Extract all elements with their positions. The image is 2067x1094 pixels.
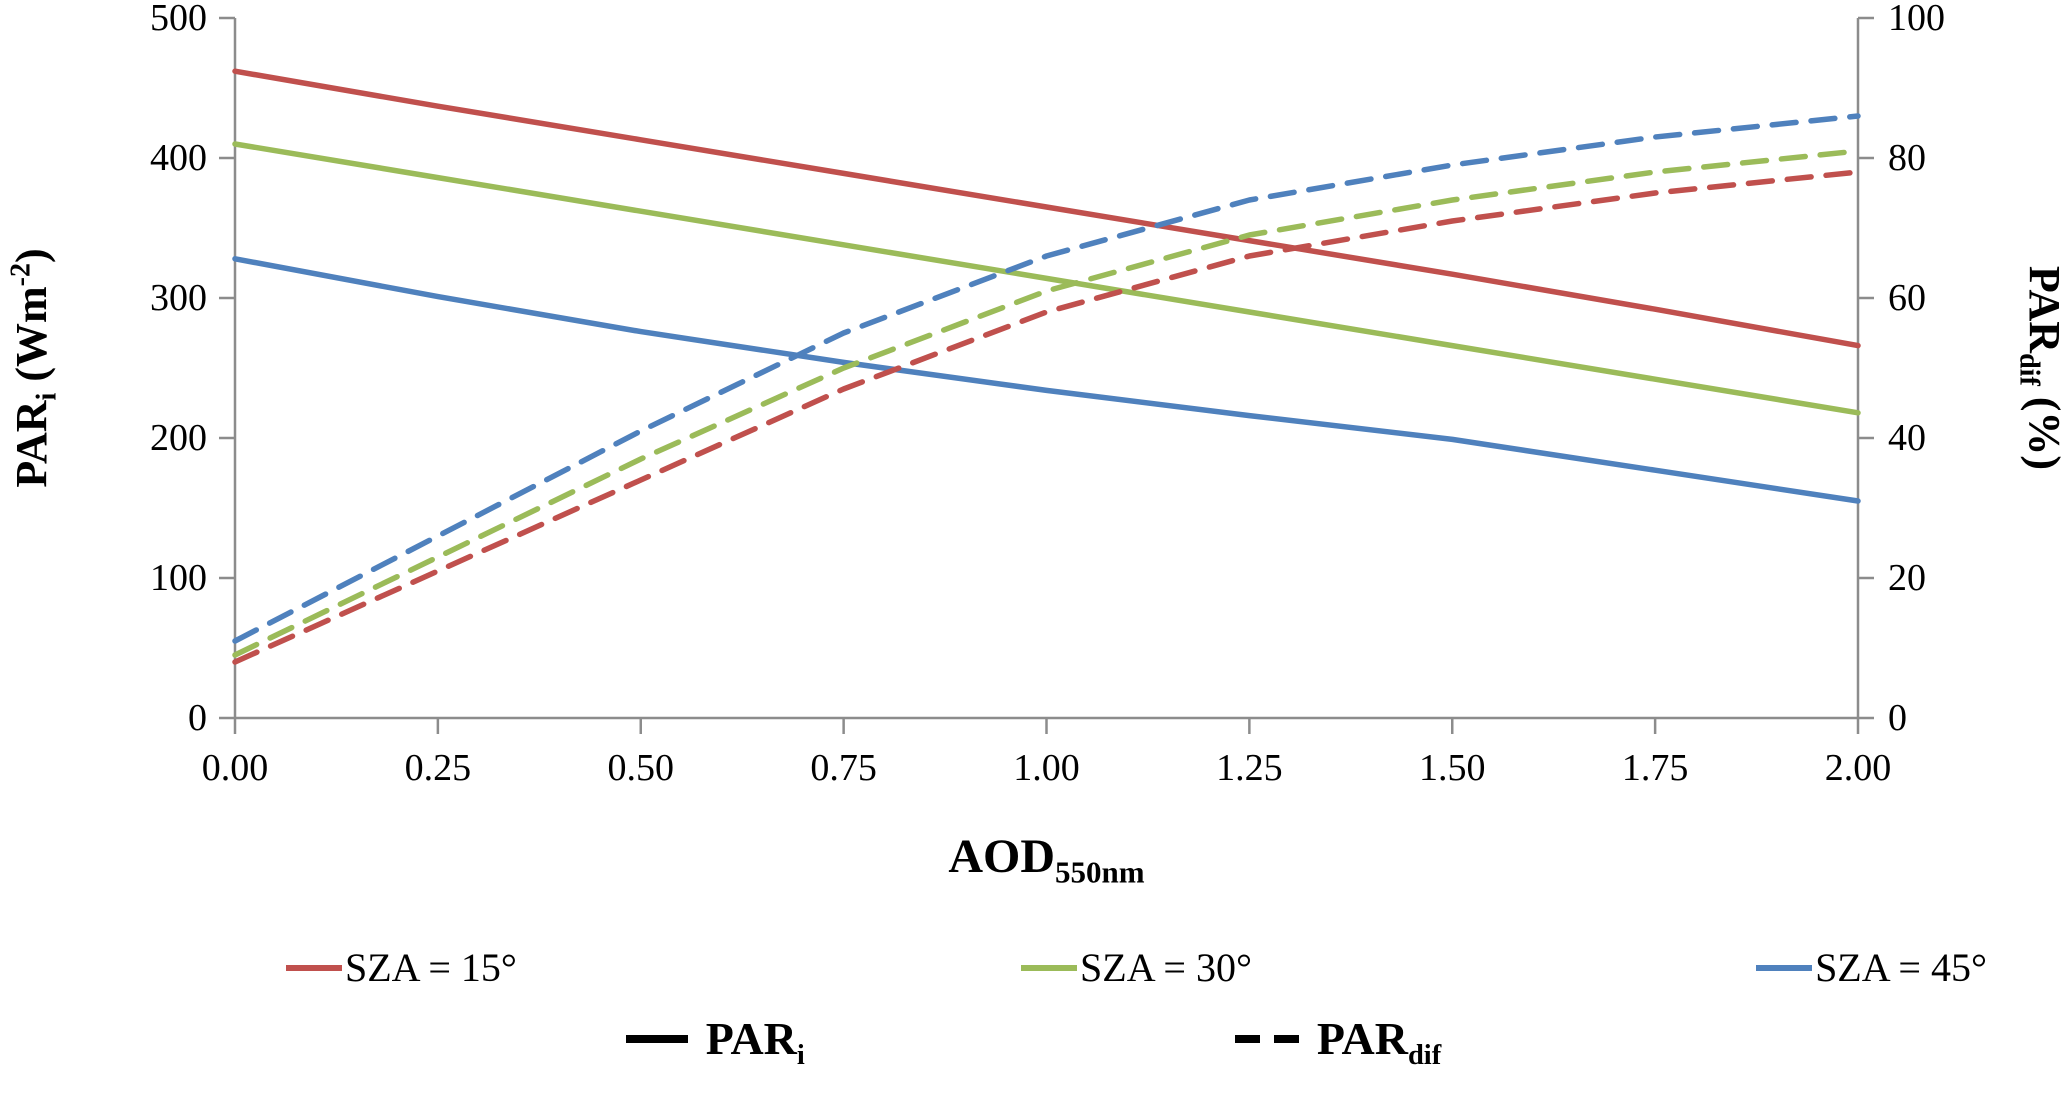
series-line-pardif-sza-15 bbox=[232, 169, 1861, 665]
series-line-pari-sza-15 bbox=[232, 68, 1861, 349]
legend-label: SZA = 30° bbox=[1080, 945, 1252, 990]
x-axis-tick-label: 1.00 bbox=[1013, 747, 1080, 789]
series-line-pari-sza-45 bbox=[232, 256, 1861, 504]
left-axis-tick-label: 400 bbox=[150, 137, 207, 179]
x-axis-tick-label: 1.25 bbox=[1216, 747, 1283, 789]
legend-item-sza-2: SZA = 30° bbox=[1021, 948, 1252, 988]
right-axis-tick-label: 40 bbox=[1888, 417, 1926, 459]
right-axis-tick-label: 60 bbox=[1888, 277, 1926, 319]
right-axis-title: PARdif (%) bbox=[2013, 266, 2067, 470]
legend-sza-row: SZA = 15° SZA = 30° SZA = 45° bbox=[286, 948, 1987, 988]
legend-item-style-2: PARdif bbox=[1234, 1013, 1442, 1072]
series-line-pardif-sza-30 bbox=[232, 148, 1861, 658]
dashed-line-swatch bbox=[1234, 1035, 1299, 1043]
dash-segment bbox=[1273, 1035, 1299, 1043]
x-axis-tick-label: 0.00 bbox=[202, 747, 269, 789]
legend-item-sza-3: SZA = 45° bbox=[1756, 948, 1987, 988]
legend-item-sza-1: SZA = 15° bbox=[286, 948, 517, 988]
legend-line-swatch bbox=[286, 965, 342, 971]
series-line-pari-sza-30 bbox=[232, 141, 1861, 416]
left-axis-tick-label: 200 bbox=[150, 417, 207, 459]
legend-label: SZA = 15° bbox=[345, 945, 517, 990]
series-line-pardif-sza-45 bbox=[232, 113, 1861, 644]
x-axis-tick-label: 2.00 bbox=[1825, 747, 1892, 789]
legend-line-swatch bbox=[1756, 965, 1813, 971]
left-axis-tick-label: 500 bbox=[150, 0, 207, 39]
x-axis-tick-label: 0.75 bbox=[810, 747, 877, 789]
solid-line-swatch bbox=[625, 1035, 688, 1043]
x-axis-title: AOD550nm bbox=[948, 830, 1144, 890]
left-axis-tick-label: 100 bbox=[150, 557, 207, 599]
left-axis-tick-label: 0 bbox=[188, 697, 207, 739]
legend-label: PARi bbox=[705, 1013, 805, 1072]
right-axis-tick-label: 100 bbox=[1888, 0, 1945, 39]
left-axis-title: PARi (Wm-2) bbox=[5, 248, 62, 487]
x-axis-tick-label: 0.25 bbox=[405, 747, 472, 789]
x-axis-tick-label: 1.50 bbox=[1419, 747, 1486, 789]
x-axis-tick-label: 0.50 bbox=[608, 747, 675, 789]
chart-canvas: 0 100 200 300 400 500 0 20 40 60 80 100 0.00 0.25 0.50… bbox=[5, 0, 2067, 890]
right-axis-tick-label: 80 bbox=[1888, 137, 1926, 179]
legend-label: SZA = 45° bbox=[1815, 945, 1987, 990]
right-axis-tick-label: 20 bbox=[1888, 557, 1926, 599]
legend-label: PARdif bbox=[1316, 1013, 1442, 1072]
legend-item-style-1: PARi bbox=[625, 1013, 805, 1072]
left-axis-tick-label: 300 bbox=[150, 277, 207, 319]
right-axis-tick-label: 0 bbox=[1888, 697, 1907, 739]
legend-line-swatch bbox=[1021, 965, 1078, 971]
legend-linestyle-row: PARi PARdif bbox=[0, 1013, 2067, 1072]
dash-segment bbox=[1234, 1035, 1260, 1043]
x-axis-tick-label: 1.75 bbox=[1622, 747, 1689, 789]
